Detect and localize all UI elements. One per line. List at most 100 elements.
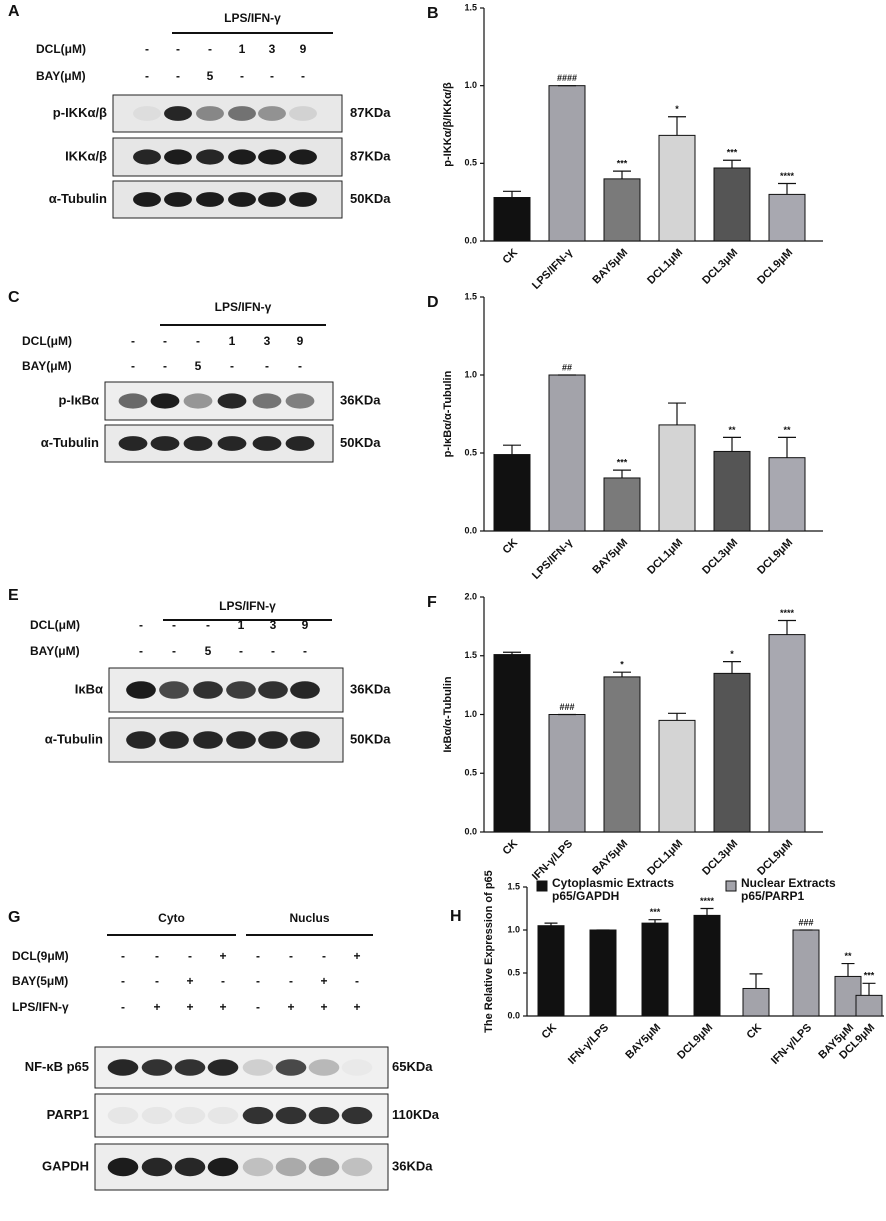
row-cell: - [139, 644, 143, 658]
x-tick-label: IFN-γ/LPS [769, 1022, 814, 1067]
blot-band [226, 731, 256, 749]
y-tick-label: 0.5 [507, 967, 520, 977]
error-bar [503, 444, 521, 455]
blot-band [126, 681, 156, 699]
bar [493, 454, 531, 532]
row-cell: - [239, 644, 243, 658]
panel-letter: D [427, 294, 439, 311]
row-cell: 5 [195, 359, 202, 373]
blot-band [228, 149, 256, 165]
row-cell: - [271, 644, 275, 658]
row-cell: + [353, 1000, 360, 1014]
x-tick-label: DCL9μM [755, 247, 795, 287]
row-cell: - [265, 359, 269, 373]
blot-band [141, 1059, 173, 1076]
y-tick-label: 1.5 [507, 881, 520, 891]
row-cell: - [163, 334, 167, 348]
bar [713, 672, 751, 833]
row-label: BAY(5μM) [12, 974, 68, 988]
significance: * [730, 649, 734, 659]
row-cell: 9 [302, 618, 309, 632]
band-size: 36KDa [392, 1158, 433, 1173]
blot-band [164, 106, 192, 121]
panel-letter: A [8, 3, 20, 20]
row-cell: - [322, 949, 326, 963]
band-size: 87KDa [350, 148, 391, 163]
x-tick-label: CK [500, 838, 520, 858]
blot-band [226, 681, 256, 699]
row-label: DCL(μM) [36, 42, 86, 56]
bar [855, 994, 883, 1017]
band-label: α-Tubulin [45, 731, 103, 746]
error-bar [503, 190, 521, 198]
blot-band [118, 393, 148, 409]
y-tick-label: 1.0 [464, 709, 477, 719]
row-label: BAY(μM) [30, 644, 80, 658]
blot-band [308, 1059, 340, 1076]
significance: ### [559, 702, 574, 712]
y-tick-label: 0.5 [464, 447, 477, 457]
error-bar [544, 922, 558, 926]
blot-band [258, 149, 286, 165]
panel-letter: F [427, 594, 437, 611]
band-label: IKKα/β [65, 148, 107, 163]
error-bar [723, 661, 741, 674]
row-cell: - [121, 949, 125, 963]
blot-band [228, 106, 256, 121]
blot-band [193, 681, 223, 699]
blot-band [150, 436, 180, 451]
blot-band [290, 681, 320, 699]
band-size: 110KDa [392, 1107, 440, 1122]
y-tick-label: 1.0 [507, 924, 520, 934]
bar [603, 477, 641, 532]
blot-band [289, 106, 317, 121]
panel-letter: C [8, 289, 20, 306]
blot-band [228, 192, 256, 207]
x-tick-label: DCL3μM [700, 247, 740, 287]
row-cell: 3 [269, 42, 276, 56]
row-cell: - [131, 334, 135, 348]
blot-band [164, 149, 192, 165]
row-cell: - [301, 69, 305, 83]
row-cell: - [131, 359, 135, 373]
x-tick-label: DCL9μM [755, 537, 795, 577]
bar [493, 654, 531, 833]
bar [493, 197, 531, 242]
y-tick-label: 0.0 [464, 235, 477, 245]
row-cell: - [188, 949, 192, 963]
significance: ### [798, 917, 813, 927]
blot-band [207, 1059, 239, 1076]
panel-letter: B [427, 5, 439, 22]
band-size: 36KDa [340, 392, 381, 407]
y-tick-label: 0.5 [464, 768, 477, 778]
x-tick-label: CK [500, 247, 520, 267]
blot-band [207, 1157, 239, 1177]
row-cell: + [186, 974, 193, 988]
row-cell: - [121, 1000, 125, 1014]
bar [548, 85, 586, 242]
row-cell: - [270, 69, 274, 83]
y-axis-label: p-IKKα/β/IKKα/β [442, 82, 454, 167]
blot-band [159, 731, 189, 749]
row-cell: - [256, 974, 260, 988]
blot-band [174, 1059, 206, 1076]
row-cell: + [320, 1000, 327, 1014]
x-tick-label: CK [744, 1022, 764, 1042]
row-label: DCL(μM) [22, 334, 72, 348]
row-cell: - [289, 949, 293, 963]
row-cell: - [221, 974, 225, 988]
significance: * [675, 104, 679, 114]
row-cell: - [256, 949, 260, 963]
significance: *** [650, 907, 661, 917]
row-cell: + [186, 1000, 193, 1014]
x-tick-label: BAY5μM [590, 247, 630, 287]
row-cell: - [172, 644, 176, 658]
y-tick-label: 1.5 [464, 291, 477, 301]
row-cell: 3 [270, 618, 277, 632]
bar [742, 987, 770, 1017]
row-cell: - [208, 42, 212, 56]
bar [768, 634, 806, 833]
x-tick-label: LPS/IFN-γ [530, 246, 576, 292]
blot-band [207, 1106, 239, 1125]
band-label: p-IκBα [58, 392, 99, 407]
